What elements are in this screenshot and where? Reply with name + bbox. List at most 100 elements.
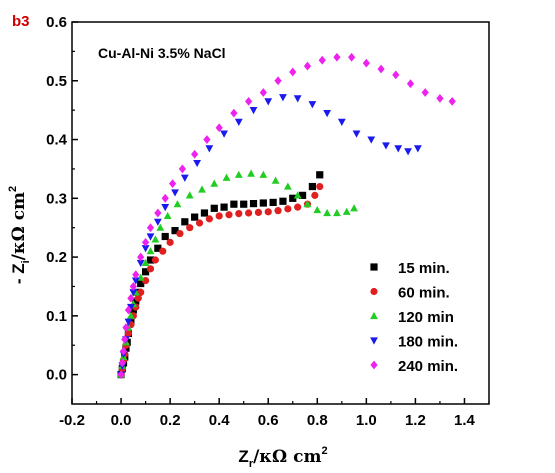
data-point <box>382 142 390 150</box>
x-tick-label: 1.0 <box>356 412 377 429</box>
data-point <box>121 334 129 344</box>
y-tick-label: 0.2 <box>46 249 67 266</box>
data-point <box>303 200 312 208</box>
data-point <box>131 277 140 285</box>
x-tick-label: 0.6 <box>258 412 279 429</box>
data-point <box>146 247 155 255</box>
x-tick-label: -0.2 <box>59 412 85 429</box>
legend-label: 180 min. <box>398 334 458 351</box>
data-point <box>153 218 162 226</box>
data-point <box>333 208 341 217</box>
data-point <box>316 171 324 179</box>
y-axis-tick-labels: 0.0 0.1 0.2 0.3 0.4 0.5 0.6 <box>46 14 68 384</box>
data-point <box>129 306 137 314</box>
data-point <box>264 208 272 216</box>
data-point <box>126 311 135 319</box>
data-point <box>215 123 223 133</box>
x-tick-label: 1.4 <box>454 412 476 429</box>
chart-annotation: Cu-Al-Ni 3.5% NaCl <box>98 45 226 61</box>
data-point <box>151 256 159 264</box>
data-point <box>146 256 155 264</box>
data-point <box>235 209 243 218</box>
data-point <box>132 297 140 305</box>
data-point <box>193 159 201 168</box>
data-point <box>436 94 444 103</box>
data-point <box>294 203 302 211</box>
data-point <box>313 205 322 214</box>
y-tick-label: 0.0 <box>46 367 67 384</box>
y-title-sup: 2 <box>7 186 19 192</box>
data-point <box>342 207 351 215</box>
data-point <box>151 235 160 243</box>
data-point <box>293 95 302 103</box>
x-title-unit: /κΩ cm <box>253 447 321 467</box>
data-point <box>163 211 172 220</box>
data-point <box>323 109 332 118</box>
data-point <box>185 191 194 199</box>
data-point <box>230 108 238 118</box>
legend-marker <box>370 337 378 345</box>
data-point <box>200 209 209 217</box>
legend: 15 min. 60 min. 120 min 180 min. 240 min. <box>370 260 458 375</box>
y-axis-ticks <box>72 21 78 376</box>
data-point <box>203 135 211 144</box>
data-point <box>222 173 231 181</box>
legend-item: 120 min <box>370 309 454 326</box>
data-point <box>168 179 177 189</box>
axes <box>71 21 490 405</box>
data-point <box>154 208 162 218</box>
data-point <box>259 170 268 178</box>
data-point <box>264 98 273 106</box>
data-point <box>141 237 150 247</box>
data-point <box>180 174 189 182</box>
data-point <box>161 204 170 212</box>
data-point <box>271 176 280 184</box>
x-axis-title: Zr/κΩ cm2 <box>238 445 327 470</box>
data-point <box>127 293 135 303</box>
data-point <box>323 208 332 217</box>
x-axis-tick-labels: -0.2 0.0 0.2 0.4 0.6 0.8 1.0 1.2 1.4 <box>59 412 475 429</box>
data-point <box>392 70 400 80</box>
data-point <box>137 279 145 288</box>
data-point <box>161 193 169 203</box>
data-point <box>234 118 243 127</box>
data-point <box>171 189 179 197</box>
legend-item: 15 min. <box>370 260 450 277</box>
series-5 <box>117 52 456 380</box>
data-point <box>421 88 429 97</box>
data-point <box>283 182 292 190</box>
x-tick-label: 1.2 <box>405 412 426 429</box>
data-point <box>308 182 316 191</box>
data-point <box>181 218 189 226</box>
data-point <box>225 211 233 219</box>
x-tick-label: 0.8 <box>307 412 328 429</box>
data-point <box>141 245 150 253</box>
legend-marker <box>370 263 378 271</box>
data-point <box>205 215 213 223</box>
x-title-sub: r <box>249 458 254 470</box>
x-title-main: Z <box>238 447 248 466</box>
data-point <box>279 197 287 205</box>
y-tick-label: 0.6 <box>46 14 67 31</box>
y-tick-label: 0.3 <box>46 190 67 207</box>
data-point <box>274 207 282 215</box>
data-point <box>404 148 412 156</box>
y-title-main: - Z <box>9 263 28 284</box>
data-point <box>337 118 346 127</box>
data-point <box>161 232 169 241</box>
data-point <box>191 213 199 221</box>
data-point <box>137 252 145 262</box>
data-point <box>156 223 165 231</box>
x-title-sup: 2 <box>321 445 327 457</box>
legend-marker <box>370 287 378 296</box>
y-title-unit: /κΩ cm <box>9 192 29 260</box>
data-point <box>146 233 155 241</box>
data-point <box>141 276 150 285</box>
legend-label: 15 min. <box>398 260 450 277</box>
data-point <box>284 205 292 213</box>
data-point <box>289 67 297 77</box>
data-point <box>166 238 174 246</box>
data-point <box>406 79 415 89</box>
data-point <box>134 294 142 302</box>
data-point <box>249 107 258 115</box>
